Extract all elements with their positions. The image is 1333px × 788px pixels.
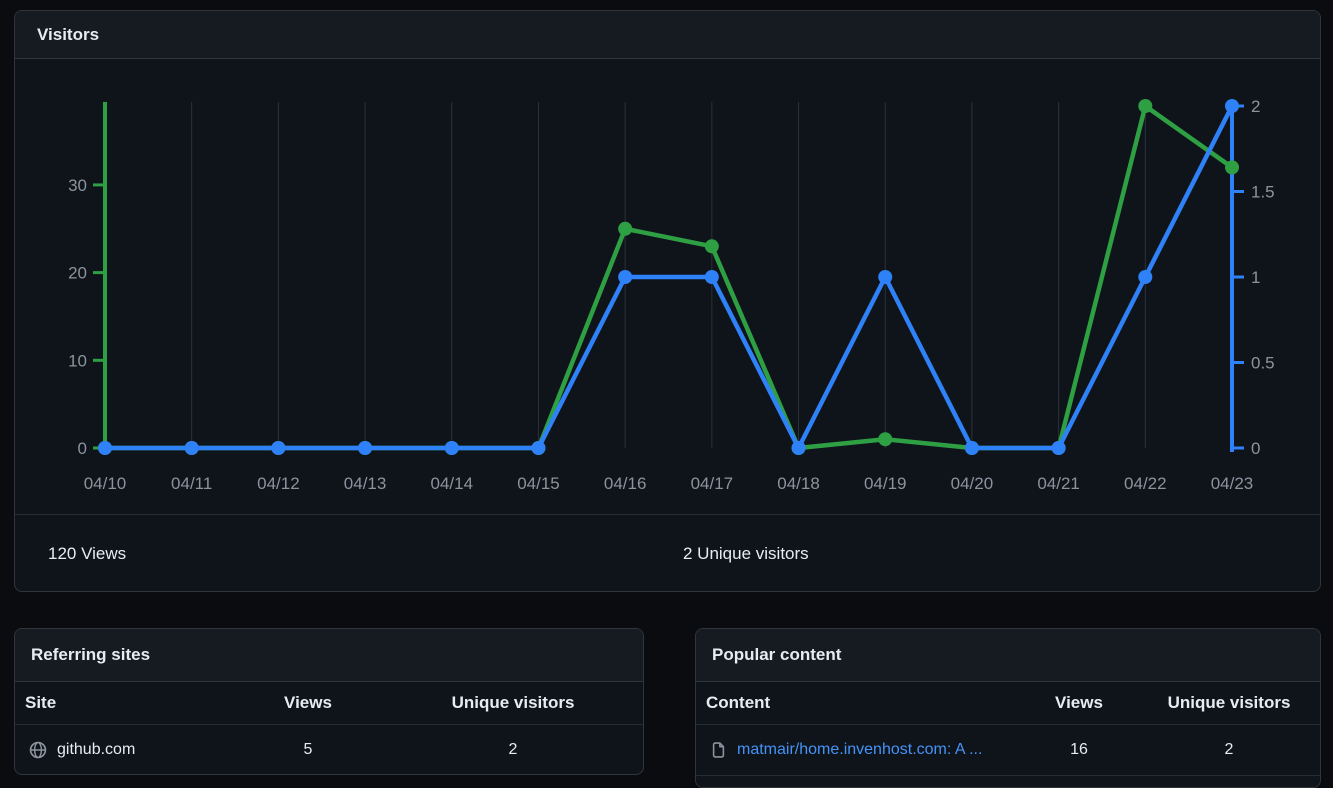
referring-site-views: 5	[303, 741, 313, 758]
table-row: github.com 5 2	[15, 725, 643, 774]
table-row: matmair/home.invenhost.com: A ... 16 2	[696, 725, 1320, 775]
referring-sites-title: Referring sites	[31, 645, 151, 664]
svg-text:2: 2	[1251, 97, 1260, 116]
popular-content-header: Popular content	[696, 629, 1320, 682]
visitors-title: Visitors	[37, 24, 100, 44]
svg-text:0.5: 0.5	[1251, 354, 1275, 373]
col-views: Views	[1055, 693, 1103, 712]
svg-text:1.5: 1.5	[1251, 183, 1275, 202]
svg-text:04/13: 04/13	[344, 474, 387, 493]
visitors-chart[interactable]: 0 10 20 30 0 0.5 1 1.5 2 04/10 04/11 04/12 04/13 04/1…	[15, 59, 1320, 517]
referring-sites-panel: Referring sites Site Views Unique visito…	[14, 628, 644, 775]
visitors-chart-area: 0 10 20 30 0 0.5 1 1.5 2 04/10 04/11 04/12 04/13 04/1…	[15, 59, 1320, 517]
svg-text:04/10: 04/10	[84, 474, 127, 493]
svg-text:04/14: 04/14	[430, 474, 473, 493]
referring-site-name: github.com	[57, 741, 136, 758]
svg-text:04/11: 04/11	[171, 474, 212, 493]
col-unique-visitors: Unique visitors	[1167, 693, 1291, 712]
svg-text:04/23: 04/23	[1211, 474, 1254, 493]
popular-content-link[interactable]: matmair/home.invenhost.com: A ...	[737, 741, 983, 758]
svg-text:20: 20	[68, 264, 87, 283]
visitors-panel: Visitors 0 10 20 30 0 0.5 1 1.5 2 04/10 04/11 04/12…	[14, 10, 1321, 592]
popular-content-title: Popular content	[712, 645, 842, 664]
svg-text:04/21: 04/21	[1037, 474, 1080, 493]
globe-icon	[29, 741, 47, 759]
col-views: Views	[284, 693, 332, 712]
svg-text:04/18: 04/18	[777, 474, 820, 493]
col-site: Site	[25, 693, 57, 712]
referring-site-unique: 2	[508, 741, 518, 758]
file-icon	[710, 741, 727, 759]
svg-text:04/19: 04/19	[864, 474, 907, 493]
visitors-chart-footer: 120 Views 2 Unique visitors	[15, 514, 1320, 591]
svg-text:04/20: 04/20	[951, 474, 994, 493]
referring-sites-column-header: Site Views Unique visitors	[15, 682, 643, 725]
svg-text:1: 1	[1251, 268, 1260, 287]
col-content: Content	[706, 693, 771, 712]
next-row-cutoff	[696, 775, 1320, 787]
visitors-panel-header: Visitors	[15, 11, 1320, 59]
svg-text:04/16: 04/16	[604, 474, 647, 493]
svg-text:04/17: 04/17	[691, 474, 734, 493]
popular-content-panel: Popular content Content Views Unique vis…	[695, 628, 1321, 788]
svg-text:04/22: 04/22	[1124, 474, 1167, 493]
svg-text:30: 30	[68, 176, 87, 195]
svg-text:10: 10	[68, 351, 87, 370]
views-total: 120 Views	[48, 544, 127, 563]
popular-content-column-header: Content Views Unique visitors	[696, 682, 1320, 725]
svg-text:04/15: 04/15	[517, 474, 560, 493]
referring-sites-header: Referring sites	[15, 629, 643, 682]
svg-text:0: 0	[1251, 439, 1260, 458]
unique-visitors-total: 2 Unique visitors	[683, 544, 809, 563]
svg-text:0: 0	[78, 439, 87, 458]
popular-content-unique: 2	[1224, 741, 1234, 758]
popular-content-views: 16	[1070, 741, 1088, 758]
col-unique-visitors: Unique visitors	[451, 693, 575, 712]
svg-text:04/12: 04/12	[257, 474, 300, 493]
